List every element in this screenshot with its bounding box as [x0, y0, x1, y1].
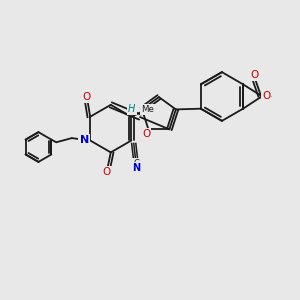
Text: N: N: [132, 164, 140, 173]
Text: O: O: [82, 92, 91, 102]
Text: O: O: [262, 91, 270, 101]
Text: Me: Me: [141, 105, 154, 114]
Text: C: C: [133, 159, 139, 168]
Text: O: O: [142, 129, 150, 139]
Text: H: H: [128, 104, 135, 114]
Text: N: N: [80, 135, 89, 145]
Text: O: O: [103, 167, 111, 177]
Text: O: O: [250, 70, 259, 80]
